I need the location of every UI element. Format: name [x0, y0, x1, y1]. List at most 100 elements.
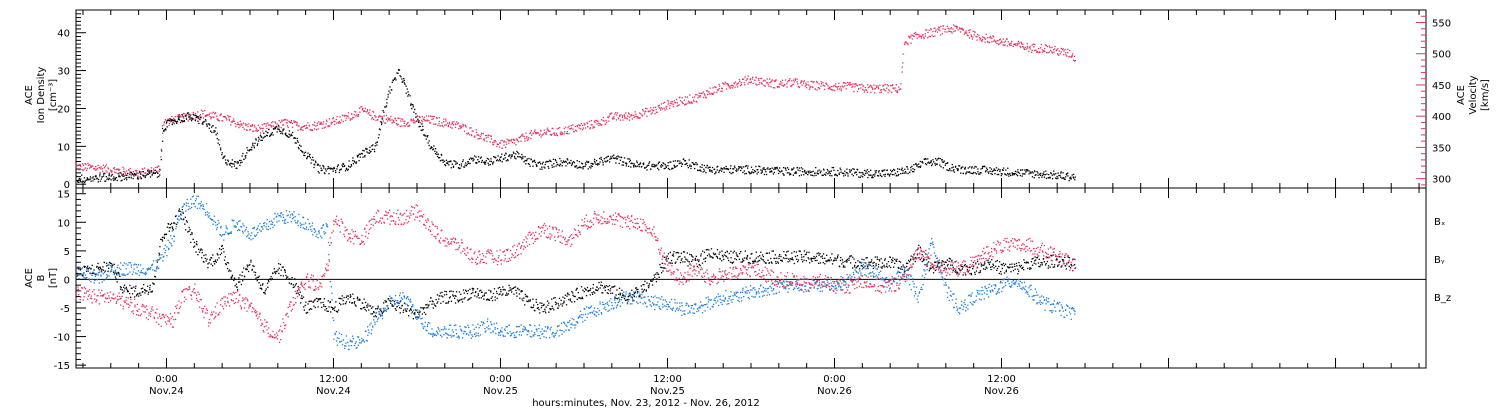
data-point	[165, 122, 167, 125]
data-point	[188, 118, 191, 121]
data-point	[171, 226, 173, 228]
data-point	[1026, 45, 1029, 48]
data-point	[436, 117, 438, 120]
data-point	[495, 160, 498, 162]
data-point	[418, 121, 420, 124]
data-point	[1073, 59, 1075, 61]
data-point	[279, 130, 281, 133]
data-point	[948, 169, 950, 172]
data-point	[460, 127, 463, 129]
data-point	[254, 142, 256, 145]
data-point	[1018, 42, 1020, 44]
data-point	[195, 118, 197, 120]
data-point	[852, 168, 854, 170]
data-point	[246, 266, 249, 268]
data-point	[762, 168, 764, 170]
data-point	[175, 223, 178, 226]
data-point	[1034, 49, 1036, 51]
data-point	[110, 175, 112, 177]
data-point	[950, 28, 952, 30]
data-point	[481, 295, 484, 297]
data-point	[1014, 170, 1017, 172]
data-point	[128, 176, 131, 179]
data-point	[773, 171, 776, 174]
data-point	[743, 257, 746, 259]
data-point	[1047, 267, 1049, 269]
data-point	[490, 158, 492, 160]
data-point	[431, 147, 433, 149]
data-point	[339, 302, 341, 304]
data-point	[804, 172, 807, 174]
data-point	[726, 250, 728, 252]
data-point	[996, 267, 999, 270]
data-point	[612, 117, 614, 119]
data-point	[95, 274, 98, 276]
data-point	[1061, 48, 1064, 51]
data-point	[561, 162, 563, 164]
data-point	[643, 288, 646, 291]
data-point	[392, 305, 394, 308]
data-point	[524, 293, 527, 296]
data-point	[637, 117, 640, 119]
data-point	[841, 85, 844, 87]
data-point	[288, 130, 291, 132]
data-point	[485, 134, 488, 137]
data-point	[416, 120, 418, 122]
data-point	[850, 169, 852, 171]
data-point	[125, 268, 127, 270]
data-point	[671, 254, 674, 257]
data-point	[576, 287, 578, 290]
data-point	[342, 165, 344, 168]
data-point	[347, 168, 349, 171]
data-point	[189, 229, 191, 231]
data-point	[144, 172, 147, 174]
data-point	[444, 164, 447, 167]
data-point	[703, 93, 705, 95]
data-point	[636, 117, 638, 119]
data-point	[570, 159, 572, 162]
data-point	[347, 165, 350, 167]
data-point	[254, 274, 256, 276]
data-point	[919, 35, 922, 37]
data-point	[201, 123, 203, 125]
data-point	[559, 157, 561, 160]
data-point	[960, 172, 962, 174]
data-point	[101, 170, 104, 172]
data-point	[813, 257, 815, 260]
data-point	[1067, 52, 1069, 54]
data-point	[142, 168, 144, 170]
data-point	[824, 85, 826, 87]
data-point	[556, 134, 558, 136]
data-point	[1067, 175, 1069, 177]
data-point	[962, 28, 964, 31]
data-point	[353, 302, 355, 304]
data-point	[1012, 269, 1015, 272]
data-point	[886, 266, 889, 268]
data-point	[214, 260, 216, 263]
data-point	[278, 126, 280, 128]
top-left-ylabel-line3: [cm⁻³]	[48, 79, 59, 111]
data-point	[815, 166, 817, 169]
data-point	[535, 301, 538, 303]
data-point	[636, 289, 638, 291]
data-point	[285, 277, 288, 279]
data-point	[501, 294, 503, 296]
data-point	[661, 108, 664, 110]
data-point	[105, 164, 108, 166]
data-point	[720, 87, 723, 89]
data-point	[1053, 49, 1055, 51]
data-point	[369, 146, 371, 148]
data-point	[152, 172, 155, 175]
data-point	[870, 91, 872, 93]
data-point	[671, 168, 673, 170]
data-point	[1003, 272, 1006, 274]
data-point	[918, 34, 920, 36]
data-point	[862, 172, 864, 174]
data-point	[861, 88, 864, 91]
data-point	[896, 168, 899, 170]
data-point	[784, 83, 786, 86]
data-point	[993, 169, 995, 171]
data-point	[335, 171, 337, 174]
data-point	[311, 156, 314, 159]
data-point	[291, 134, 293, 137]
